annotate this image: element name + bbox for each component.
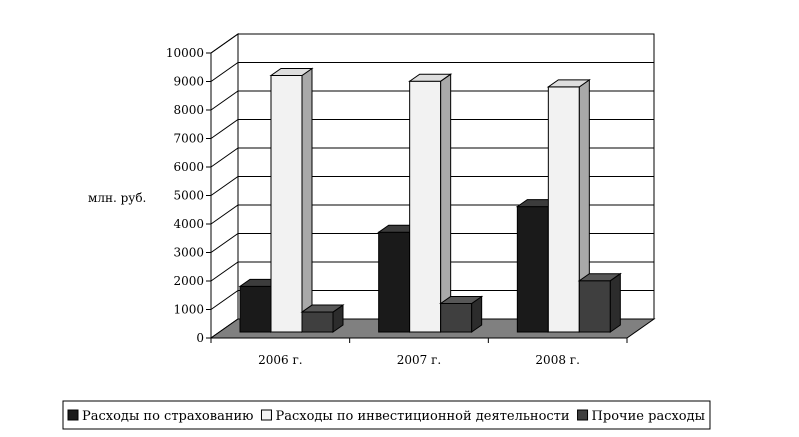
gridline bbox=[210, 204, 654, 225]
y-tick-label: 1000 bbox=[173, 303, 204, 317]
legend: Расходы по страхованию Расходы по инвести… bbox=[62, 400, 711, 430]
bar-3-1 bbox=[300, 304, 345, 333]
bar-2-2 bbox=[408, 73, 453, 333]
chart-gridlines bbox=[210, 33, 654, 339]
legend-label: Прочие расходы bbox=[592, 409, 705, 424]
legend-label: Расходы по инвестиционной деятельности bbox=[275, 409, 569, 424]
bar-front bbox=[547, 86, 580, 333]
bar-top bbox=[269, 68, 314, 76]
bar-front bbox=[270, 75, 303, 333]
gridline bbox=[210, 119, 654, 139]
bar-side bbox=[301, 67, 313, 333]
bar-front bbox=[239, 285, 272, 333]
bar-front bbox=[301, 311, 334, 333]
gridline bbox=[210, 261, 654, 282]
x-category-labels: 2006 г. 2007 г. 2008 г. bbox=[258, 353, 580, 367]
bar-2-1 bbox=[269, 67, 314, 333]
gridline bbox=[210, 33, 654, 54]
bar-3-2 bbox=[439, 295, 484, 333]
y-tick-label: 0 bbox=[196, 331, 204, 345]
y-tick-label: 8000 bbox=[173, 103, 204, 117]
gridline bbox=[210, 176, 654, 196]
legend-box bbox=[62, 400, 711, 430]
gridline bbox=[210, 290, 654, 310]
bar-front bbox=[378, 231, 411, 333]
legend-swatch bbox=[577, 409, 589, 421]
y-tick-label: 7000 bbox=[173, 132, 204, 146]
x-category-label: 2007 г. bbox=[397, 353, 441, 367]
bar-2-3 bbox=[546, 78, 591, 333]
bar-top bbox=[546, 79, 591, 88]
bar-top bbox=[439, 296, 484, 304]
bar-front bbox=[578, 280, 611, 333]
y-tick-label: 10000 bbox=[166, 46, 204, 60]
y-tick-label: 9000 bbox=[173, 75, 204, 89]
gridline bbox=[210, 90, 654, 111]
bar-front bbox=[516, 206, 549, 333]
bar-top bbox=[577, 273, 622, 282]
bar-side bbox=[609, 272, 621, 333]
legend-label: Расходы по страхованию bbox=[82, 409, 253, 424]
bar-3-3 bbox=[577, 272, 622, 333]
bar-side bbox=[440, 73, 452, 333]
chart-bars bbox=[238, 67, 622, 333]
legend-swatch bbox=[260, 409, 272, 421]
y-tick-label: 6000 bbox=[173, 160, 204, 174]
legend-swatch bbox=[67, 409, 79, 421]
gridline bbox=[210, 62, 654, 82]
bar-front bbox=[440, 303, 473, 333]
y-tick-label: 4000 bbox=[173, 217, 204, 231]
y-axis-label: млн. руб. bbox=[88, 191, 146, 205]
x-category-label: 2008 г. bbox=[535, 353, 579, 367]
bar-front bbox=[409, 80, 442, 333]
y-tick-label: 5000 bbox=[173, 189, 204, 203]
y-tick-labels: 0 1000 2000 3000 4000 5000 6000 7000 8000 9000 100… bbox=[166, 46, 204, 345]
bar-top bbox=[300, 304, 345, 313]
bar-top bbox=[408, 73, 453, 82]
gridline bbox=[210, 147, 654, 168]
x-category-label: 2006 г. bbox=[258, 353, 302, 367]
chart-axes bbox=[206, 52, 628, 343]
gridline bbox=[210, 233, 654, 253]
y-tick-label: 2000 bbox=[173, 274, 204, 288]
y-tick-label: 3000 bbox=[173, 246, 204, 260]
